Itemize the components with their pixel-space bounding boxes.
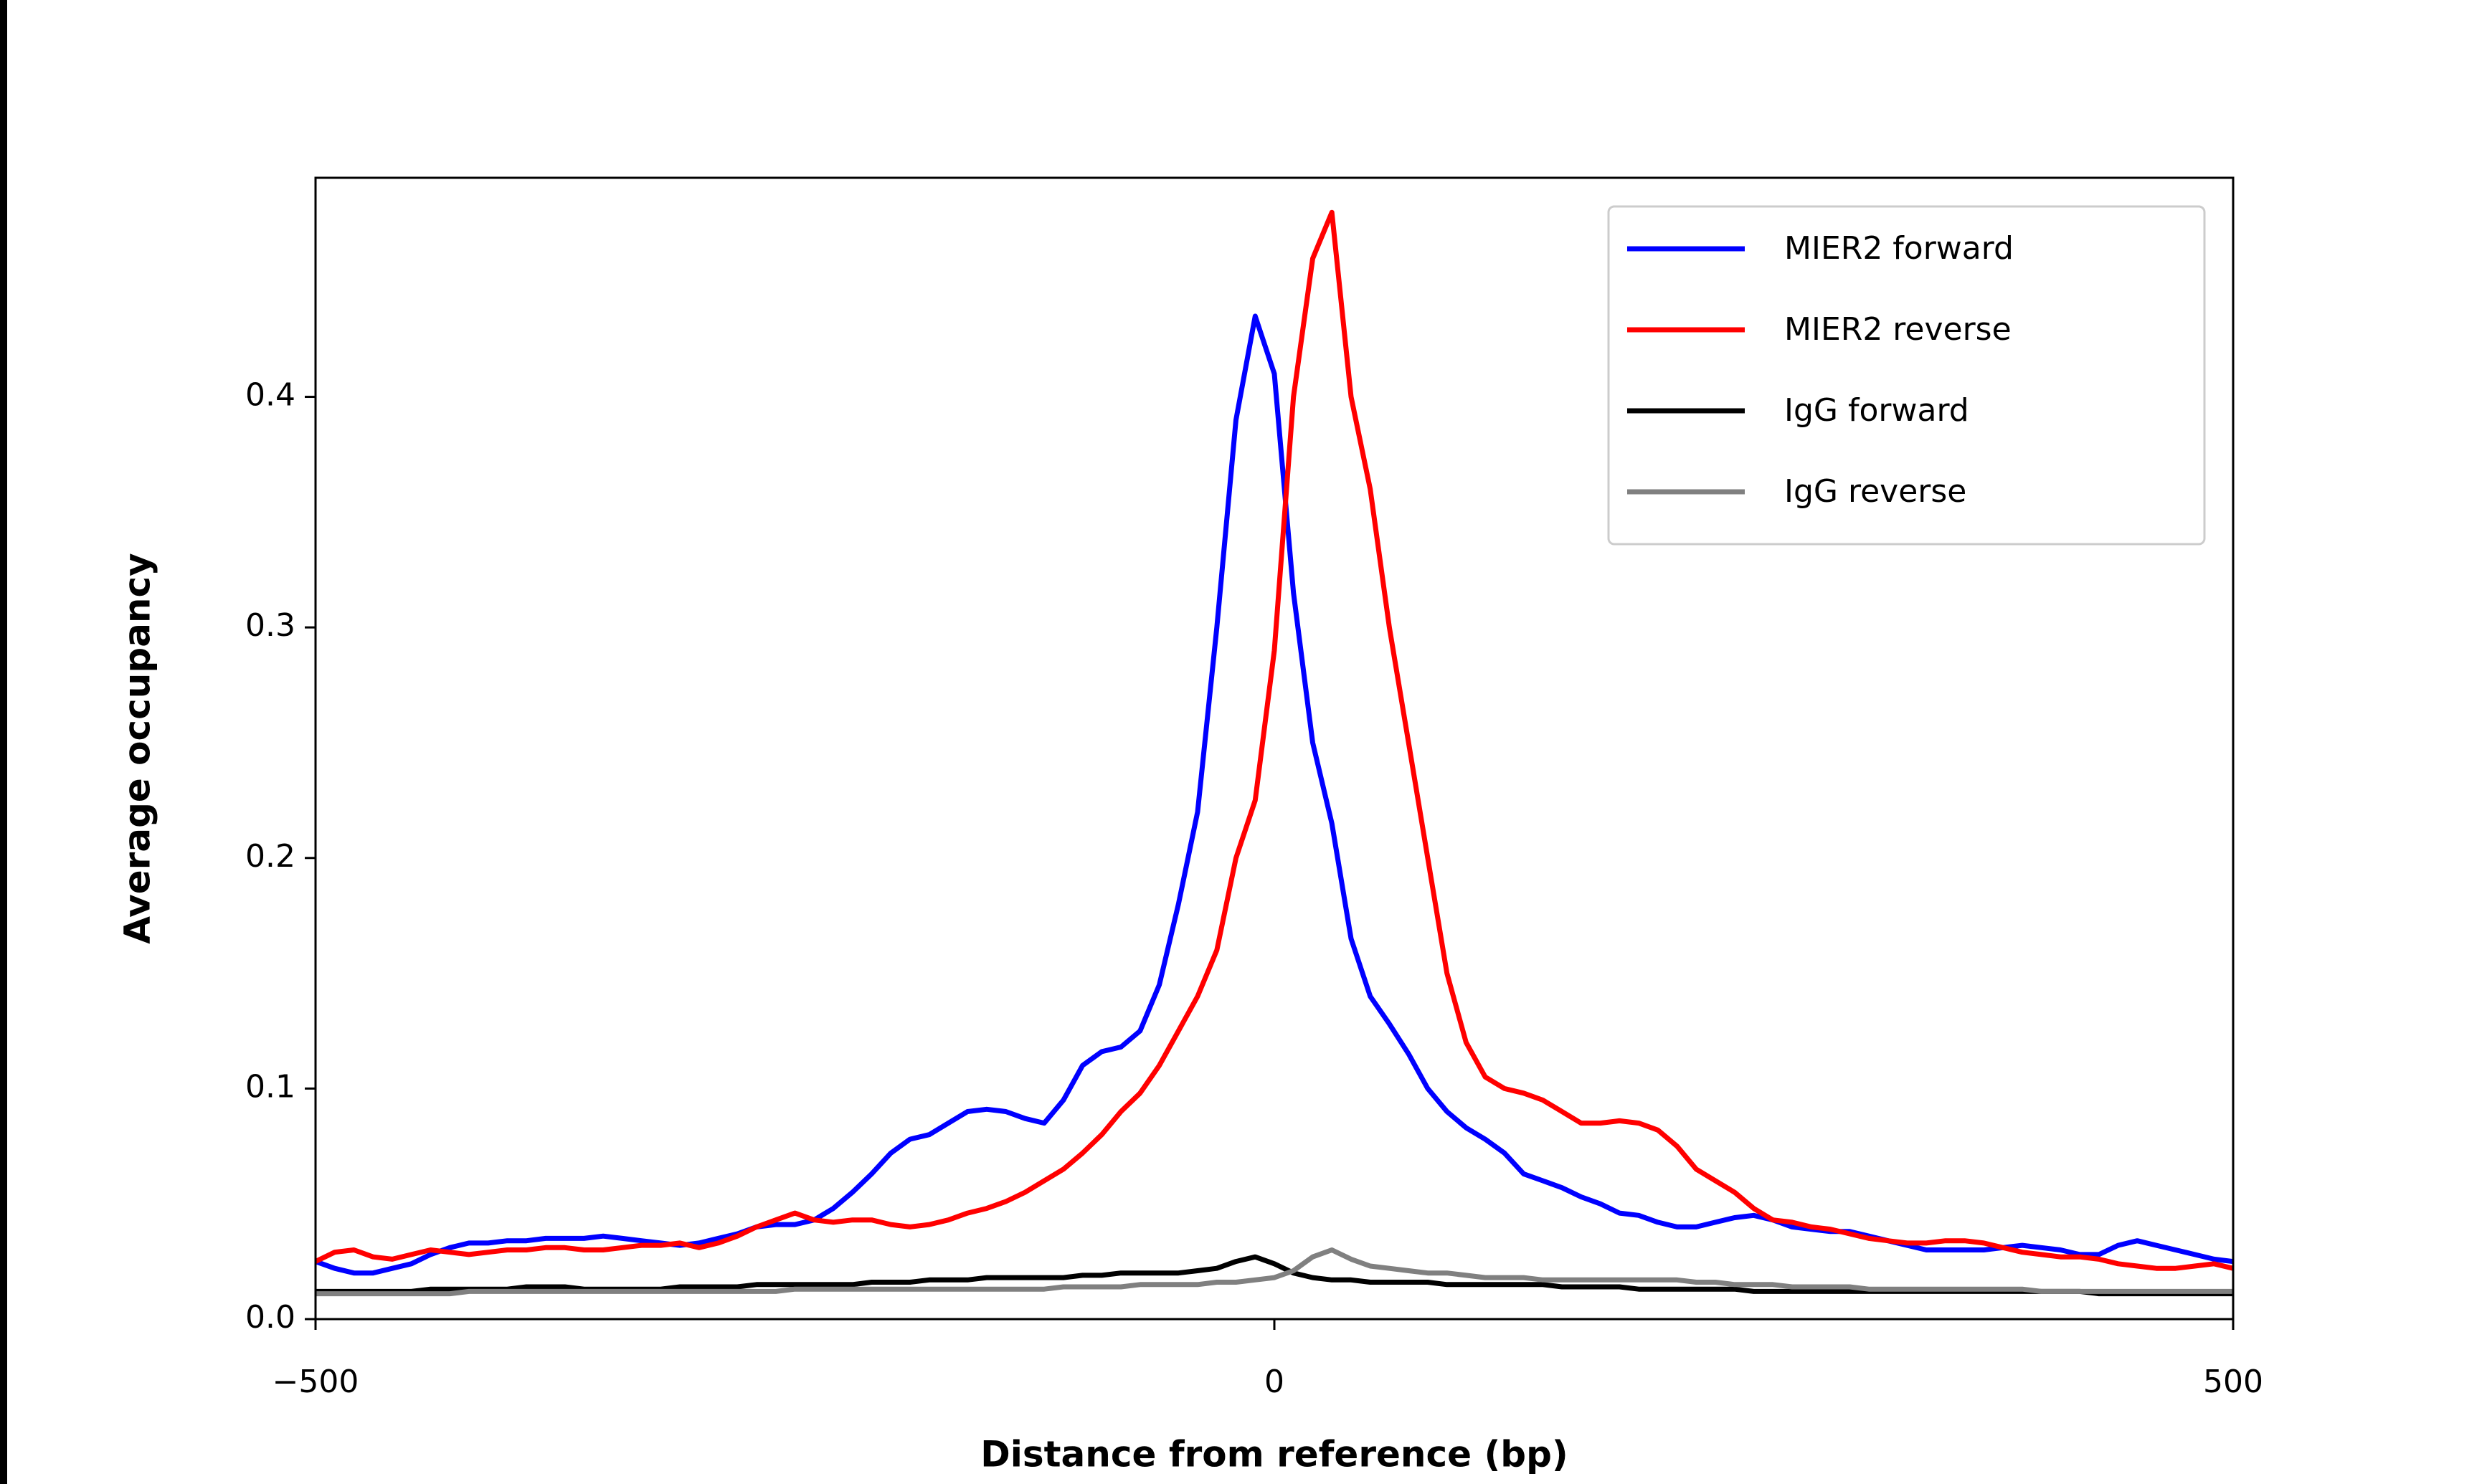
legend-label: MIER2 forward [1784,230,2014,267]
x-tick-label: 500 [2203,1364,2263,1400]
y-tick-label: 0.0 [245,1299,295,1336]
x-tick-label: −500 [273,1364,359,1400]
series-line [316,209,2233,1271]
legend-label: IgG forward [1784,392,1969,429]
y-axis-label: Average occupancy [117,553,158,944]
series-line [316,313,2233,1276]
left-edge [0,0,7,1484]
x-tick-label: 0 [1264,1364,1284,1400]
legend-label: IgG reverse [1784,473,1966,510]
y-tick-label: 0.2 [245,838,295,875]
series-line [316,1247,2233,1297]
legend-box [1607,205,2206,546]
y-tick-label: 0.1 [245,1068,295,1105]
y-tick-label: 0.3 [245,607,295,644]
x-axis-label: Distance from reference (bp) [980,1434,1568,1475]
plot-frame [314,176,2235,1321]
legend-label: MIER2 reverse [1784,311,2012,348]
y-tick-label: 0.4 [245,377,295,414]
